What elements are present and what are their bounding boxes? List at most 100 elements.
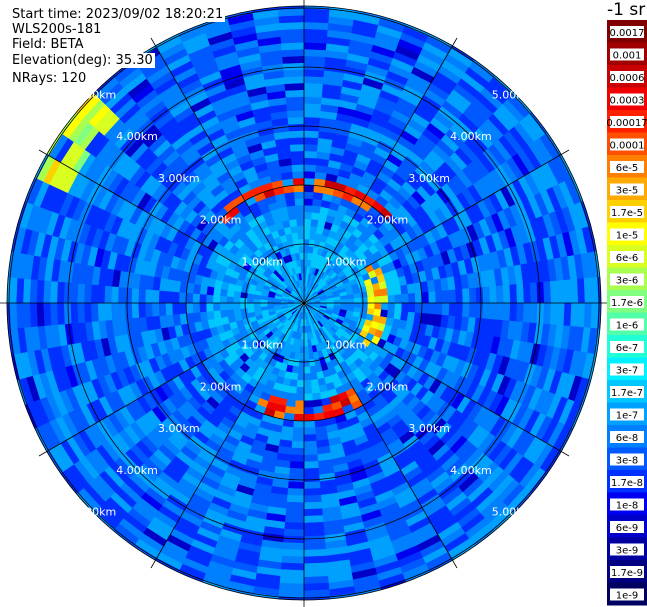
colorbar-tick-label: 6e-7 [616, 343, 639, 354]
beta-cell [282, 62, 305, 71]
colorbar-label-bg [610, 386, 644, 398]
beta-cell [536, 302, 545, 325]
beta-cell [303, 41, 327, 51]
beta-cell [296, 225, 305, 233]
beta-cell [290, 150, 305, 159]
colorbar-tick-label: 0.0006 [610, 73, 645, 84]
beta-cell [303, 89, 323, 98]
range-ring-labels: 1.00km 1.00km 1.00km 1.00km 2.00km 2.00km 2.00… [75, 88, 534, 518]
beta-cell [577, 278, 586, 304]
beta-cell [309, 372, 318, 381]
range-ring-label: 2.00km [200, 380, 242, 393]
beta-cell [284, 515, 305, 524]
beta-cell [303, 521, 325, 531]
radial-line [38, 302, 305, 457]
beta-cell [536, 281, 545, 304]
beta-cell [502, 284, 511, 304]
beta-cell [366, 290, 375, 298]
beta-cell [303, 184, 315, 193]
beta-cell [311, 385, 321, 395]
beta-cell [303, 69, 325, 78]
beta-cell [303, 218, 312, 226]
beta-cell [353, 292, 362, 299]
beta-cell [550, 302, 559, 326]
colorbar-label-bg [610, 318, 644, 331]
range-ring-label: 1.00km [325, 339, 367, 352]
nrays: NRays: 120 [12, 71, 89, 86]
beta-cell [226, 302, 234, 311]
beta-cell [288, 123, 305, 132]
beta-cell [303, 225, 312, 233]
beta-cell [529, 282, 538, 304]
beta-cell [303, 150, 318, 159]
beta-cell [288, 467, 305, 476]
beta-cell [83, 302, 92, 323]
beta-cell [56, 281, 65, 304]
beta-cell [158, 302, 167, 316]
start-time: Start time: 2023/09/02 18:20:21 [12, 7, 226, 22]
beta-cell [303, 116, 321, 125]
beta-cell [303, 494, 322, 503]
radial-line [303, 302, 570, 457]
beta-cell [70, 302, 79, 324]
beta-cell [303, 198, 314, 206]
beta-cell [303, 123, 320, 132]
beta-cell [401, 293, 409, 304]
radial-line [150, 37, 305, 304]
beta-cell [151, 289, 160, 304]
beta-cell [286, 109, 305, 118]
beta-cell [303, 440, 317, 449]
colorbar-tick-label: 1.7e-6 [611, 298, 643, 309]
beta-cell [199, 293, 207, 304]
beta-cell [293, 413, 305, 422]
beta-cell [289, 143, 305, 152]
beta-cell [233, 308, 242, 316]
colorbar-tick-label: 0.0017 [610, 28, 645, 39]
beta-cell [281, 48, 305, 57]
colorbar-tick-label: 1e-9 [616, 591, 639, 602]
beta-cell [42, 280, 52, 304]
beta-cell [287, 211, 297, 221]
beta-cell [288, 474, 305, 483]
beta-cell [144, 288, 153, 304]
beta-cell [117, 286, 126, 304]
beta-cell [284, 82, 305, 91]
beta-cell [303, 21, 329, 30]
beta-cell [529, 302, 538, 324]
beta-cell [387, 302, 396, 312]
beta-cell [239, 302, 248, 309]
beta-cell [303, 136, 319, 145]
beta-cell [192, 293, 200, 304]
beta-cell [292, 170, 305, 179]
beta-cell [281, 41, 305, 51]
beta-cell [185, 302, 194, 314]
beta-cell [303, 96, 323, 105]
range-ring-label: 3.00km [158, 172, 200, 185]
colorbar-tick-label: 3e-8 [616, 456, 639, 467]
colorbar-tick-label: 0.001 [613, 51, 642, 62]
beta-cell [303, 191, 314, 199]
beta-cell [303, 373, 312, 381]
beta-cell [300, 265, 305, 274]
beta-cell [303, 75, 325, 85]
beta-cell [22, 302, 31, 328]
beta-cell [495, 302, 504, 321]
beta-cell [297, 366, 305, 375]
beta-cell [90, 284, 99, 304]
colorbar-tick-label: 3e-9 [616, 546, 639, 557]
beta-cell [144, 302, 153, 318]
beta-cell [285, 501, 305, 510]
beta-cell [408, 302, 416, 313]
colorbar-label-bg [610, 273, 644, 286]
beta-cell [246, 302, 254, 309]
beta-cell [124, 287, 133, 304]
beta-cell [303, 386, 313, 395]
beta-cell [219, 302, 227, 311]
colorbar-tick-label: 1.7e-9 [611, 568, 643, 579]
beta-cell [295, 393, 305, 402]
beta-cell [22, 278, 31, 304]
colorbar-tick-label: 1.7e-7 [611, 388, 643, 399]
beta-cell [462, 288, 471, 304]
beta-cell [289, 461, 305, 470]
beta-cell [435, 302, 443, 316]
